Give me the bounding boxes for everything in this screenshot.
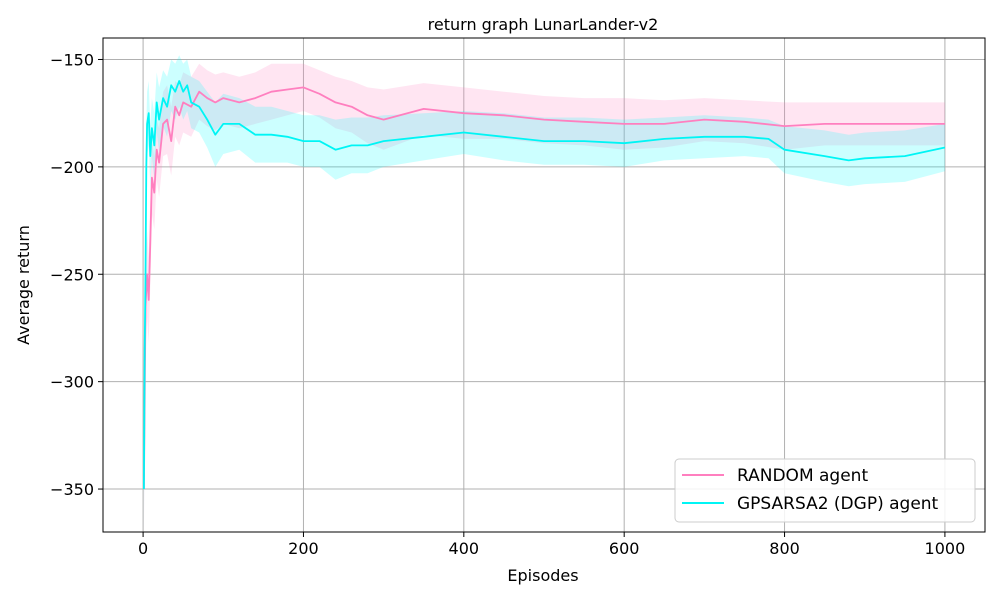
x-tick-label: 400 (449, 539, 480, 558)
series-lines (143, 80, 946, 490)
confidence-bands (143, 55, 945, 533)
y-axis-ticks: −150 −200 −250 −300 −350 (50, 50, 103, 499)
y-axis-label: Average return (14, 225, 33, 345)
x-axis-ticks: 0 200 400 600 800 1000 (138, 532, 965, 558)
chart-title: return graph LunarLander-v2 (428, 15, 659, 34)
legend: RANDOM agent GPSARSA2 (DGP) agent (674, 458, 976, 523)
confidence-band-gpsarsa2 (143, 55, 945, 532)
x-tick-label: 0 (138, 539, 148, 558)
legend-label-random: RANDOM agent (737, 466, 868, 486)
y-tick-label: −200 (50, 158, 94, 177)
x-tick-label: 1000 (925, 539, 966, 558)
x-tick-label: 800 (769, 539, 800, 558)
series-line-gpsarsa2 (143, 80, 946, 490)
y-tick-label: −350 (50, 480, 94, 499)
confidence-band-random (143, 63, 945, 533)
y-tick-label: −300 (50, 373, 94, 392)
x-tick-label: 600 (609, 539, 640, 558)
y-tick-label: −250 (50, 265, 94, 284)
y-tick-label: −150 (50, 50, 94, 69)
series-line-random (143, 86, 945, 490)
plot-frame (102, 37, 986, 533)
x-tick-label: 200 (288, 539, 319, 558)
legend-label-gpsarsa2: GPSARSA2 (DGP) agent (737, 494, 939, 514)
x-axis-label: Episodes (507, 566, 578, 585)
legend-box (674, 458, 976, 523)
